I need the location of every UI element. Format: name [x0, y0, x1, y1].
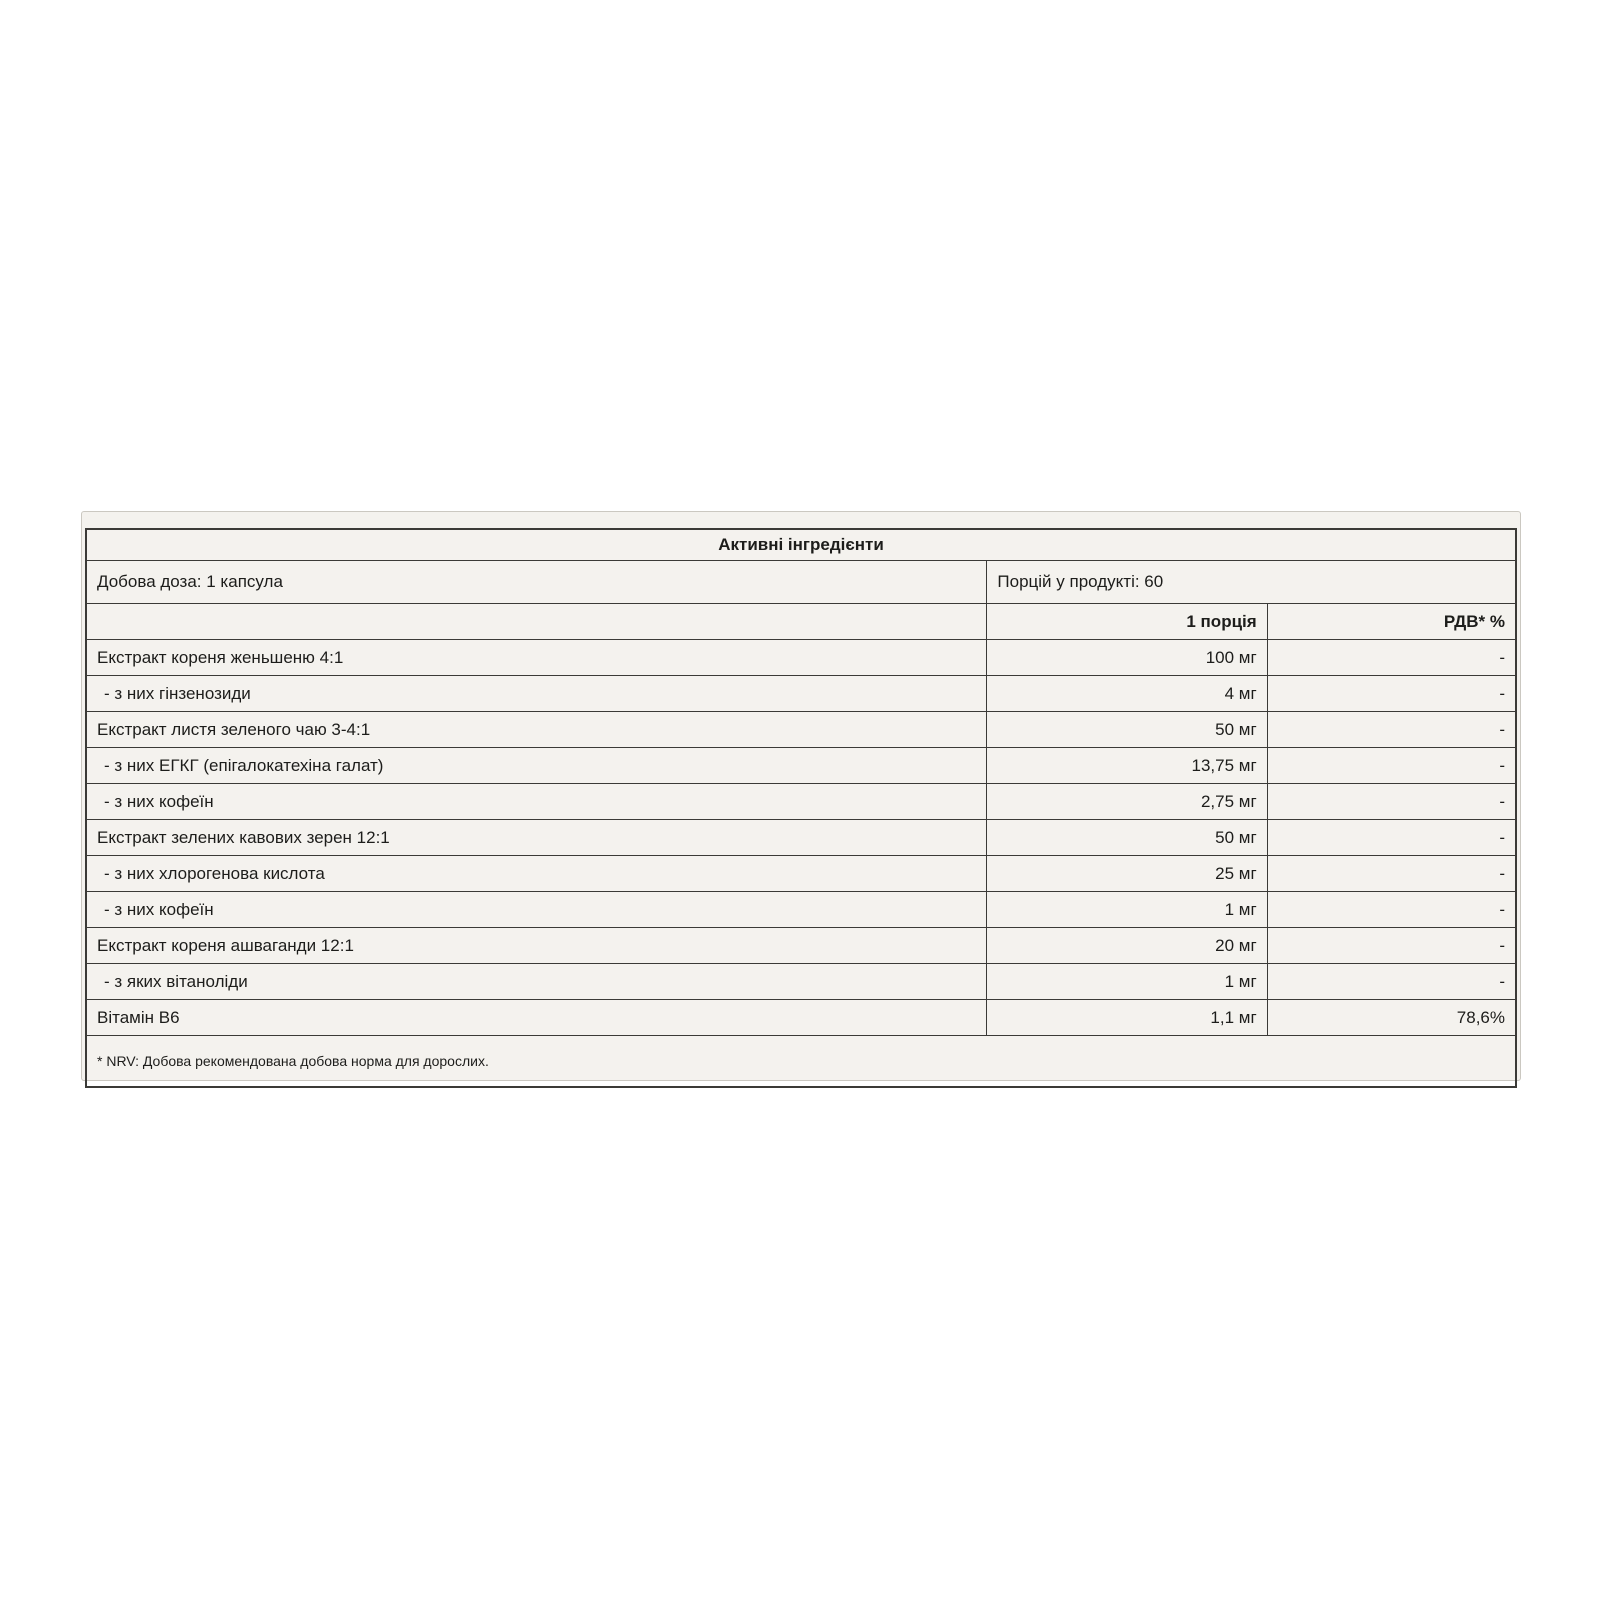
daily-dose-label: Добова доза: 1 капсула	[85, 560, 988, 604]
table-row: Екстракт кореня женьшеню 4:1 100 мг -	[85, 639, 1517, 676]
ingredient-name-cell: - з них гінзенозиди	[85, 675, 988, 712]
column-header-row: 1 порція РДВ* %	[85, 603, 1517, 640]
nrv-cell: -	[1266, 747, 1517, 784]
ingredient-name-cell: - з них кофеїн	[85, 891, 988, 928]
nrv-cell: -	[1266, 783, 1517, 820]
table-row: Вітамін В6 1,1 мг 78,6%	[85, 999, 1517, 1036]
amount-cell: 1 мг	[986, 963, 1268, 1000]
amount-cell: 50 мг	[986, 711, 1268, 748]
amount-cell: 13,75 мг	[986, 747, 1268, 784]
amount-cell: 2,75 мг	[986, 783, 1268, 820]
nrv-column-header: РДВ* %	[1266, 603, 1517, 640]
active-ingredients-table: Активні інгредієнти Добова доза: 1 капсу…	[85, 528, 1517, 1088]
nrv-cell: -	[1266, 639, 1517, 676]
nrv-cell: -	[1266, 819, 1517, 856]
nrv-cell: -	[1266, 891, 1517, 928]
empty-header-cell	[85, 603, 988, 640]
amount-cell: 20 мг	[986, 927, 1268, 964]
active-ingredients-panel: Активні інгредієнти Добова доза: 1 капсу…	[81, 511, 1521, 1088]
dose-servings-row: Добова доза: 1 капсула Порцій у продукті…	[85, 560, 1517, 604]
serving-column-header: 1 порція	[986, 603, 1268, 640]
amount-cell: 100 мг	[986, 639, 1268, 676]
table-row: Екстракт кореня ашваганди 12:1 20 мг -	[85, 927, 1517, 964]
table-row: - з них гінзенозиди 4 мг -	[85, 675, 1517, 712]
nrv-cell: -	[1266, 927, 1517, 964]
nrv-footnote: * NRV: Добова рекомендована добова норма…	[85, 1035, 1517, 1088]
table-title: Активні інгредієнти	[85, 528, 1517, 561]
ingredient-name-cell: - з них ЕГКГ (епігалокатехіна галат)	[85, 747, 988, 784]
amount-cell: 1 мг	[986, 891, 1268, 928]
nrv-cell: -	[1266, 855, 1517, 892]
table-row: Екстракт листя зеленого чаю 3-4:1 50 мг …	[85, 711, 1517, 748]
footnote-row: * NRV: Добова рекомендована добова норма…	[85, 1035, 1517, 1088]
nrv-cell: -	[1266, 711, 1517, 748]
table-row: - з них кофеїн 2,75 мг -	[85, 783, 1517, 820]
servings-label: Порцій у продукті: 60	[986, 560, 1517, 604]
nrv-cell: -	[1266, 963, 1517, 1000]
ingredient-name-cell: Екстракт кореня ашваганди 12:1	[85, 927, 988, 964]
ingredient-name-cell: Екстракт кореня женьшеню 4:1	[85, 639, 988, 676]
ingredient-name-cell: - з них кофеїн	[85, 783, 988, 820]
amount-cell: 1,1 мг	[986, 999, 1268, 1036]
ingredient-name-cell: Вітамін В6	[85, 999, 988, 1036]
table-row: - з них хлорогенова кислота 25 мг -	[85, 855, 1517, 892]
ingredient-name-cell: Екстракт листя зеленого чаю 3-4:1	[85, 711, 988, 748]
nrv-cell: 78,6%	[1266, 999, 1517, 1036]
ingredient-name-cell: Екстракт зелених кавових зерен 12:1	[85, 819, 988, 856]
table-row: - з яких вітаноліди 1 мг -	[85, 963, 1517, 1000]
nrv-cell: -	[1266, 675, 1517, 712]
table-row: Екстракт зелених кавових зерен 12:1 50 м…	[85, 819, 1517, 856]
amount-cell: 4 мг	[986, 675, 1268, 712]
amount-cell: 50 мг	[986, 819, 1268, 856]
ingredient-name-cell: - з них хлорогенова кислота	[85, 855, 988, 892]
amount-cell: 25 мг	[986, 855, 1268, 892]
table-row: - з них кофеїн 1 мг -	[85, 891, 1517, 928]
table-row: - з них ЕГКГ (епігалокатехіна галат) 13,…	[85, 747, 1517, 784]
table-title-row: Активні інгредієнти	[85, 528, 1517, 561]
ingredient-name-cell: - з яких вітаноліди	[85, 963, 988, 1000]
